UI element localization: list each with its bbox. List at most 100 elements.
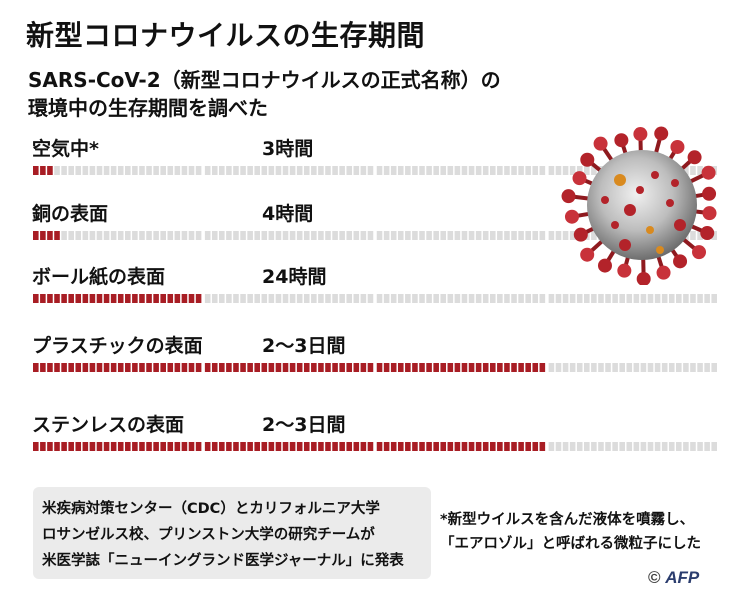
bar-segment-empty (96, 166, 103, 175)
bar-segment-empty (555, 294, 562, 303)
bar-segments (33, 363, 717, 372)
bar-segment-empty (584, 363, 590, 372)
bar-segment-empty (353, 231, 360, 240)
bar-segment-empty (390, 294, 397, 303)
bar-segment-empty (383, 294, 390, 303)
row-label-air: 空気中* (32, 138, 99, 160)
bar-segment-empty (591, 294, 597, 303)
bar-segment-filled (125, 294, 131, 303)
row-duration-copper: 4時間 (262, 203, 314, 225)
bar-segment-empty (174, 166, 181, 175)
bar-segment-empty (261, 166, 268, 175)
bar-segment-empty (376, 231, 383, 240)
bar-segment-filled (433, 442, 439, 451)
bar-segment-empty (539, 166, 546, 175)
bar-segment-empty (539, 294, 546, 303)
bar-segment-filled (33, 166, 39, 175)
bar-segment-empty (433, 231, 439, 240)
bar-segment-empty (490, 231, 496, 240)
bar-segment-empty (482, 166, 489, 175)
bar-segment-filled (47, 442, 53, 451)
bar-segment-filled (240, 442, 246, 451)
bar-segment-filled (525, 363, 531, 372)
bar-segment-empty (569, 294, 576, 303)
bar-segment-filled (289, 442, 296, 451)
bar-segment-filled (160, 294, 166, 303)
bar-segment-empty (504, 294, 510, 303)
bar-segment-filled (47, 294, 53, 303)
bar-segment-empty (96, 231, 103, 240)
bar-segment-empty (160, 166, 166, 175)
bar-segment-filled (311, 442, 317, 451)
bar-segment-filled (153, 294, 159, 303)
bar-segment-empty (569, 442, 576, 451)
bar-segment-empty (311, 166, 317, 175)
bar-segment-empty (468, 231, 475, 240)
bar-segment-empty (518, 294, 524, 303)
bar-segment-empty (569, 231, 576, 240)
bar-segment-filled (311, 363, 317, 372)
bar-segment-empty (668, 442, 675, 451)
bar-segment-empty (325, 166, 331, 175)
bar-segment-empty (619, 442, 625, 451)
bar-segment-filled (482, 442, 489, 451)
bar-segment-filled (405, 442, 411, 451)
bar-segment-empty (591, 231, 597, 240)
bar-segment-filled (226, 363, 232, 372)
bar-segment-filled (268, 363, 275, 372)
bar-segment-filled (539, 442, 546, 451)
bar-segment-filled (153, 442, 159, 451)
bar-segment-empty (110, 231, 117, 240)
bar-segment-empty (454, 231, 461, 240)
bar-segment-empty (584, 442, 590, 451)
bar-segment-filled (117, 294, 124, 303)
virus-spike (593, 136, 608, 151)
bar-segment-filled (318, 442, 324, 451)
bar-segment-empty (426, 166, 432, 175)
bar-segment-empty (390, 166, 397, 175)
bar-segment-filled (490, 363, 496, 372)
bar-segment-filled (233, 442, 239, 451)
virus-spike (673, 254, 688, 269)
bar-segment-filled (33, 363, 39, 372)
bar-segment-empty (525, 231, 531, 240)
bar-segment-empty (332, 231, 338, 240)
bar-segment-filled (89, 363, 96, 372)
bar-segment-filled (518, 442, 524, 451)
bar-segment-empty (490, 166, 496, 175)
bar-segment-filled (325, 442, 331, 451)
bar-segment-empty (211, 166, 218, 175)
bar-segment-empty (640, 363, 647, 372)
bar-segment-filled (339, 363, 345, 372)
bar-segment-empty (268, 166, 275, 175)
bar-segment-empty (697, 231, 703, 240)
bar-stainless (33, 442, 717, 451)
bar-segment-filled (103, 294, 110, 303)
bar-segment-empty (226, 294, 232, 303)
bar-segment-empty (711, 231, 717, 240)
bar-segment-empty (475, 166, 482, 175)
bar-segment-empty (569, 363, 576, 372)
bar-segment-filled (482, 363, 489, 372)
bar-segment-filled (54, 442, 60, 451)
bar-segment-filled (68, 363, 74, 372)
source-note: 米疾病対策センター（CDC）とカリフォルニア大学 ロサンゼルス校、プリンストン大… (33, 487, 431, 579)
virus-spike (564, 209, 579, 224)
bar-segment-filled (146, 294, 152, 303)
bar-segment-empty (640, 442, 647, 451)
bar-segment-filled (117, 442, 124, 451)
bar-segment-filled (68, 442, 74, 451)
bar-segment-empty (504, 231, 510, 240)
bar-segment-filled (61, 363, 67, 372)
bar-segment-empty (461, 231, 468, 240)
virus-spike (580, 152, 595, 167)
bar-segment-empty (110, 166, 117, 175)
bar-segment-empty (68, 166, 74, 175)
bar-segment-filled (139, 442, 145, 451)
bar-segment-empty (525, 166, 531, 175)
bar-segment-empty (532, 231, 539, 240)
virus-surface-protein (651, 171, 659, 179)
bar-segment-filled (296, 363, 303, 372)
bar-segment-empty (555, 166, 562, 175)
bar-segment-empty (605, 294, 611, 303)
